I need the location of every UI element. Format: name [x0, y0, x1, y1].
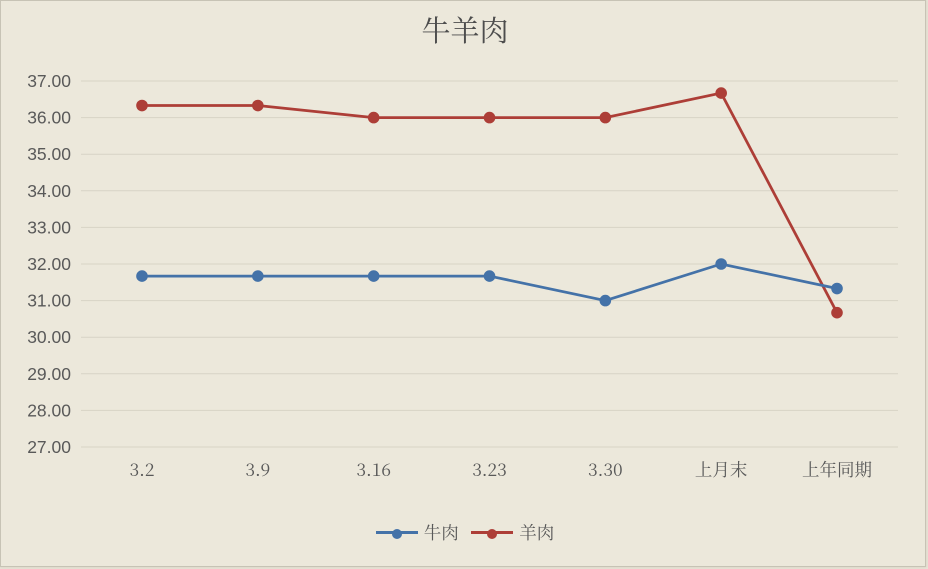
svg-text:27.00: 27.00 [27, 437, 71, 457]
svg-text:28.00: 28.00 [27, 400, 71, 420]
svg-text:37.00: 37.00 [27, 71, 71, 91]
svg-text:33.00: 33.00 [27, 217, 71, 237]
svg-text:31.00: 31.00 [27, 291, 71, 311]
svg-text:3.30: 3.30 [588, 457, 623, 482]
svg-text:29.00: 29.00 [27, 364, 71, 384]
svg-text:34.00: 34.00 [27, 181, 71, 201]
svg-text:上月末: 上月末 [695, 457, 748, 482]
svg-text:36.00: 36.00 [27, 108, 71, 128]
svg-text:32.00: 32.00 [27, 254, 71, 274]
svg-text:3.16: 3.16 [356, 457, 391, 482]
svg-text:3.23: 3.23 [472, 457, 507, 482]
svg-text:3.9: 3.9 [245, 457, 270, 482]
svg-text:3.2: 3.2 [130, 457, 155, 482]
svg-text:30.00: 30.00 [27, 327, 71, 347]
svg-text:35.00: 35.00 [27, 144, 71, 164]
svg-text:上年同期: 上年同期 [802, 457, 872, 482]
